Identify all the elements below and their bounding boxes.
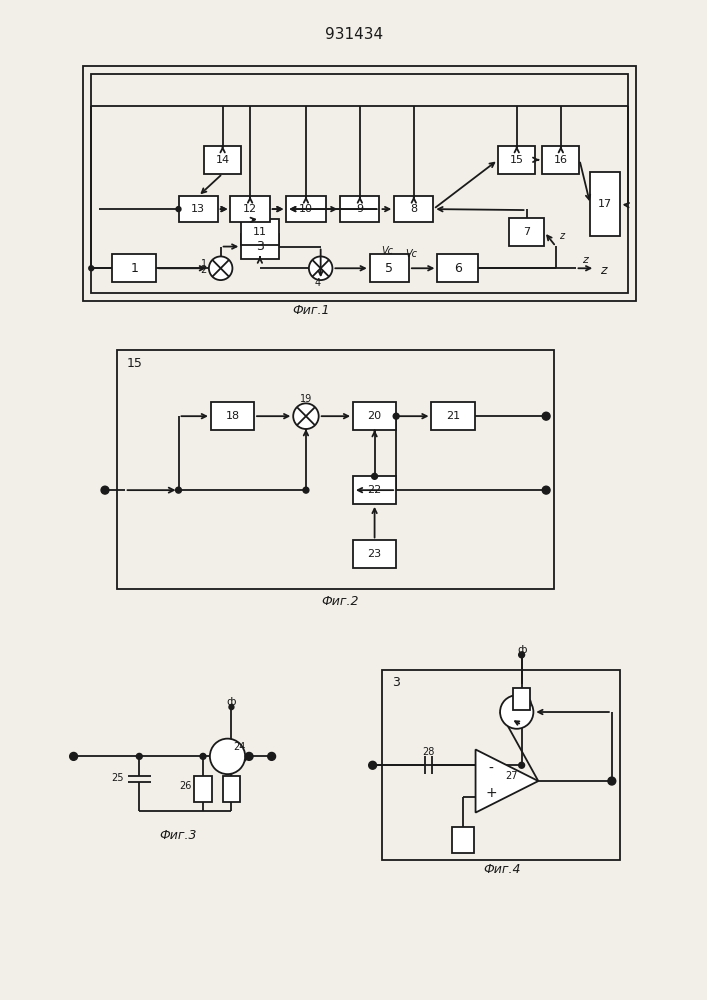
- Circle shape: [372, 473, 378, 479]
- Text: 931434: 931434: [325, 27, 383, 42]
- Bar: [286, 196, 325, 222]
- Text: 6: 6: [454, 262, 462, 275]
- Text: 3: 3: [392, 676, 400, 689]
- Text: 15: 15: [127, 357, 142, 370]
- Text: 10: 10: [299, 204, 313, 214]
- Text: 24: 24: [233, 742, 245, 752]
- Bar: [513, 688, 530, 710]
- Bar: [370, 254, 409, 282]
- Text: Фиг.1: Фиг.1: [292, 304, 329, 317]
- Text: 8: 8: [410, 204, 417, 214]
- Circle shape: [229, 705, 234, 710]
- Text: 28: 28: [422, 747, 435, 757]
- Bar: [395, 196, 433, 222]
- Text: z: z: [559, 231, 564, 241]
- Text: 20: 20: [368, 411, 382, 421]
- Circle shape: [89, 266, 94, 271]
- Circle shape: [303, 487, 309, 493]
- Text: 17: 17: [598, 199, 612, 209]
- Bar: [241, 234, 279, 259]
- Text: 2: 2: [201, 265, 207, 275]
- Circle shape: [542, 486, 550, 494]
- Text: ф: ф: [227, 697, 236, 707]
- Bar: [211, 402, 254, 430]
- Bar: [438, 254, 479, 282]
- Bar: [194, 776, 212, 802]
- Circle shape: [136, 753, 142, 759]
- Circle shape: [245, 752, 253, 760]
- Text: 26: 26: [179, 781, 192, 791]
- Text: 1: 1: [201, 259, 207, 269]
- Circle shape: [210, 739, 245, 774]
- Text: 4: 4: [315, 278, 321, 288]
- Bar: [353, 540, 396, 568]
- Text: 13: 13: [191, 204, 205, 214]
- Text: Фиг.3: Фиг.3: [160, 829, 197, 842]
- Circle shape: [542, 412, 550, 420]
- Bar: [112, 254, 156, 282]
- Text: Фиг.4: Фиг.4: [484, 863, 521, 876]
- Bar: [223, 776, 240, 802]
- Text: 1: 1: [131, 262, 139, 275]
- Bar: [340, 196, 380, 222]
- Text: 23: 23: [368, 549, 382, 559]
- Text: z: z: [583, 255, 588, 265]
- Bar: [509, 218, 544, 246]
- Circle shape: [268, 752, 276, 760]
- Text: 25: 25: [111, 773, 124, 783]
- Text: 21: 21: [446, 411, 460, 421]
- Circle shape: [608, 777, 616, 785]
- Text: 29: 29: [520, 699, 532, 709]
- Text: Vc: Vc: [381, 246, 393, 256]
- Text: 14: 14: [216, 155, 230, 165]
- Circle shape: [500, 695, 533, 729]
- Text: 12: 12: [243, 204, 257, 214]
- Bar: [353, 402, 396, 430]
- Text: Vc: Vc: [405, 249, 417, 259]
- Circle shape: [309, 256, 332, 280]
- Text: 5: 5: [385, 262, 393, 275]
- Bar: [230, 196, 269, 222]
- Bar: [542, 146, 580, 174]
- Bar: [178, 196, 218, 222]
- Bar: [117, 350, 554, 589]
- Circle shape: [209, 256, 233, 280]
- Bar: [590, 172, 619, 236]
- Text: 18: 18: [226, 411, 240, 421]
- Text: ф: ф: [517, 645, 527, 655]
- Circle shape: [70, 752, 78, 760]
- Text: -: -: [489, 762, 493, 776]
- Text: 11: 11: [253, 227, 267, 237]
- Text: 9: 9: [356, 204, 363, 214]
- Circle shape: [101, 486, 109, 494]
- Bar: [382, 670, 619, 860]
- Bar: [498, 146, 535, 174]
- Text: 16: 16: [554, 155, 568, 165]
- Text: 27: 27: [506, 771, 518, 781]
- Text: Фиг.2: Фиг.2: [322, 595, 359, 608]
- Circle shape: [519, 762, 525, 768]
- Bar: [452, 827, 474, 853]
- Circle shape: [368, 761, 377, 769]
- Bar: [241, 219, 279, 245]
- Text: 7: 7: [523, 227, 530, 237]
- Bar: [353, 476, 396, 504]
- Circle shape: [176, 207, 181, 212]
- Bar: [91, 74, 629, 293]
- Circle shape: [200, 753, 206, 759]
- Circle shape: [293, 403, 319, 429]
- Bar: [204, 146, 241, 174]
- Text: 19: 19: [300, 394, 312, 404]
- Bar: [431, 402, 474, 430]
- Polygon shape: [476, 749, 538, 813]
- Text: 3: 3: [256, 240, 264, 253]
- Text: 15: 15: [510, 155, 524, 165]
- Text: z: z: [600, 264, 607, 277]
- Text: 22: 22: [368, 485, 382, 495]
- Bar: [83, 66, 636, 301]
- Circle shape: [393, 413, 399, 419]
- Circle shape: [175, 487, 182, 493]
- Circle shape: [519, 652, 525, 658]
- Text: +: +: [486, 786, 497, 800]
